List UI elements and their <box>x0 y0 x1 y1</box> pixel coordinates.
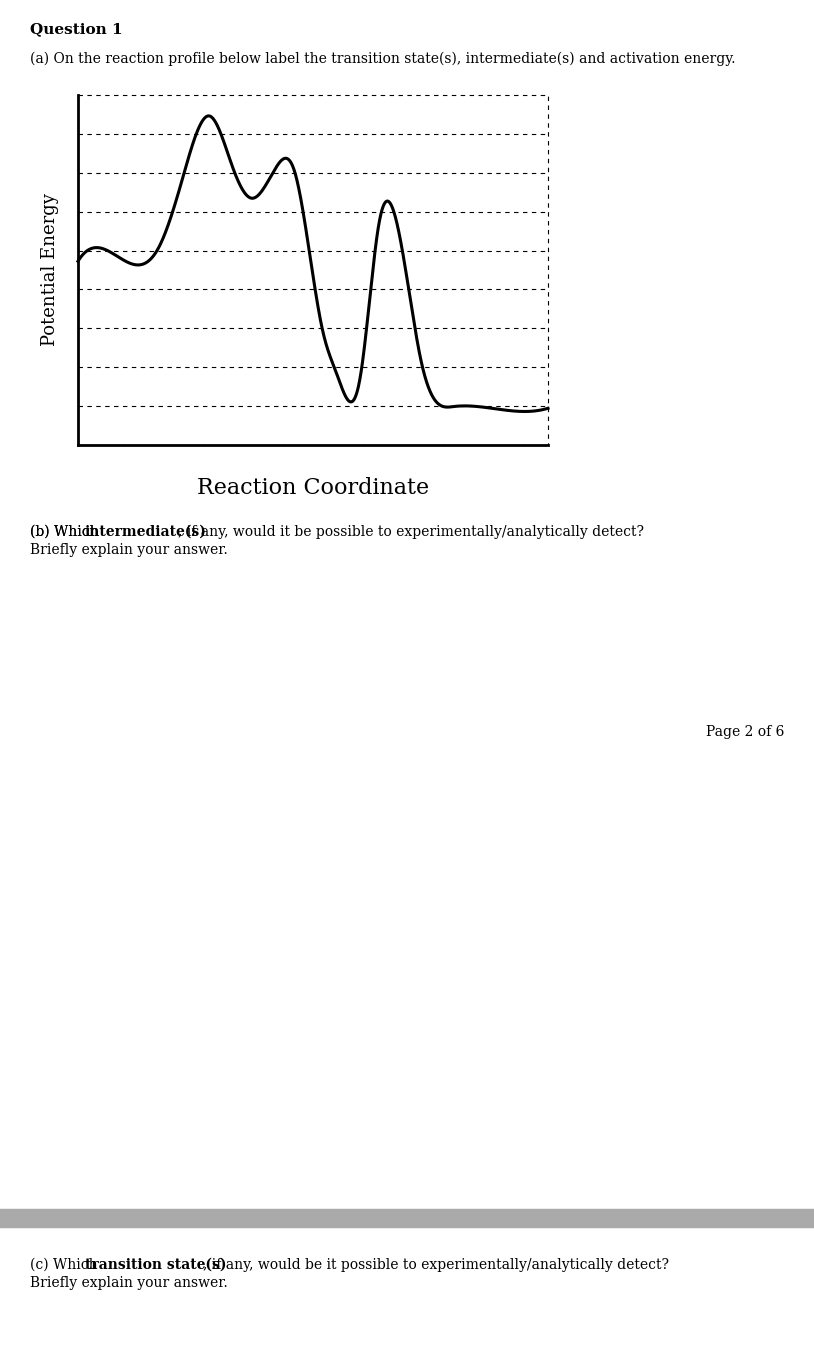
Text: , if any, would be it possible to experimentally/analytically detect?: , if any, would be it possible to experi… <box>203 1259 669 1272</box>
Text: Question 1: Question 1 <box>30 22 123 36</box>
Text: Briefly explain your answer.: Briefly explain your answer. <box>30 543 228 557</box>
Text: Reaction Coordinate: Reaction Coordinate <box>197 477 429 499</box>
Text: (b) Which: (b) Which <box>30 525 103 539</box>
Text: transition state(s): transition state(s) <box>85 1259 226 1272</box>
Text: (a) On the reaction profile below label the transition state(s), intermediate(s): (a) On the reaction profile below label … <box>30 52 736 67</box>
Text: Briefly explain your answer.: Briefly explain your answer. <box>30 1276 228 1290</box>
Text: , if any, would it be possible to experimentally/analytically detect?: , if any, would it be possible to experi… <box>178 525 644 539</box>
Text: Page 2 of 6: Page 2 of 6 <box>706 725 784 739</box>
Text: intermediate(s): intermediate(s) <box>85 525 207 539</box>
Text: Potential Energy: Potential Energy <box>41 193 59 346</box>
Text: (b) Which: (b) Which <box>30 525 103 539</box>
Text: (c) Which: (c) Which <box>30 1259 102 1272</box>
